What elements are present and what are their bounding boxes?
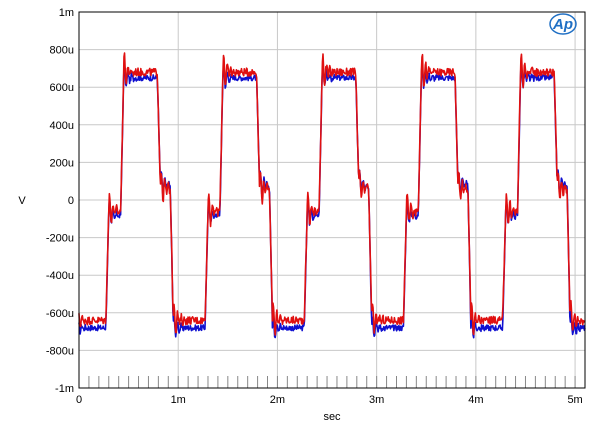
y-tick-label: -400u bbox=[46, 270, 74, 282]
series-line-1 bbox=[78, 63, 586, 339]
y-axis-title: V bbox=[18, 195, 26, 207]
plot-frame bbox=[78, 11, 586, 389]
x-tick-label: 1m bbox=[171, 394, 186, 406]
y-tick-label: 400u bbox=[50, 120, 74, 132]
x-axis-title: sec bbox=[323, 411, 341, 423]
x-tick-labels: 0 1m 2m 3m 4m 5m bbox=[76, 394, 583, 406]
x-minor-ticks bbox=[88, 376, 576, 388]
y-tick-label: 200u bbox=[50, 157, 74, 169]
y-tick-label: 800u bbox=[50, 45, 74, 57]
y-tick-label: 1m bbox=[59, 7, 74, 19]
y-tick-label: -200u bbox=[46, 233, 74, 245]
x-tick-label: 2m bbox=[270, 394, 285, 406]
x-tick-label: 0 bbox=[76, 394, 82, 406]
x-tick-label: 3m bbox=[369, 394, 384, 406]
y-tick-label: -600u bbox=[46, 308, 74, 320]
y-tick-label: -1m bbox=[55, 383, 74, 395]
series-group bbox=[78, 52, 586, 339]
y-tick-label: -800u bbox=[46, 345, 74, 357]
series-line-2 bbox=[78, 52, 586, 336]
y-tick-label: 0 bbox=[68, 195, 74, 207]
x-tick-label: 5m bbox=[567, 394, 582, 406]
y-tick-label: 600u bbox=[50, 82, 74, 94]
ap-logo-text: Ap bbox=[552, 16, 573, 33]
x-tick-label: 4m bbox=[468, 394, 483, 406]
y-tick-labels: 1m 800u 600u 400u 200u 0 -200u -400u -600u -800u -… bbox=[46, 7, 74, 395]
ap-logo-ring bbox=[549, 13, 577, 35]
ap-logo: Ap bbox=[549, 13, 577, 35]
